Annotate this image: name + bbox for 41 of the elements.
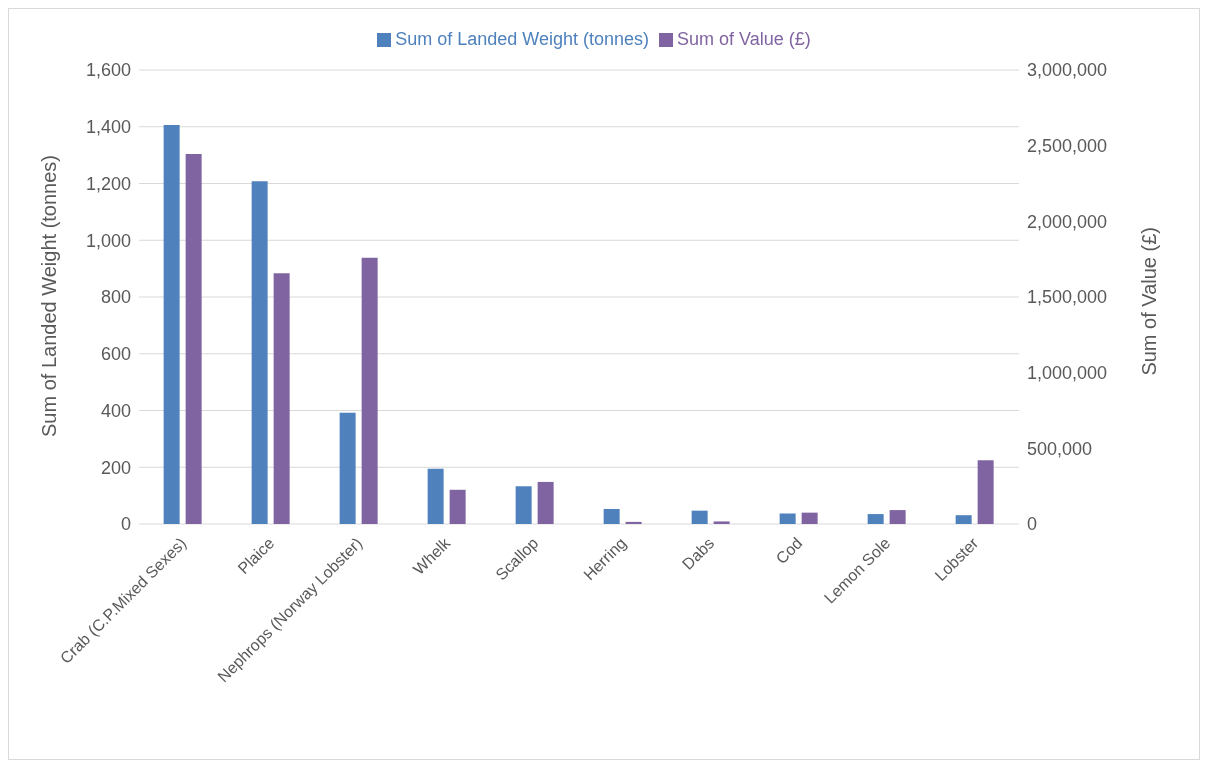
y2-tick-label: 3,000,000	[1027, 60, 1108, 81]
legend-label: Sum of Landed Weight (tonnes)	[395, 29, 650, 49]
x-tick-label: Cod	[772, 534, 806, 568]
y-tick-label: 1,400	[85, 117, 131, 138]
y2-tick-label: 2,000,000	[1027, 211, 1108, 232]
y2-tick-label: 0	[1027, 514, 1038, 535]
bar	[273, 273, 290, 524]
bar	[801, 512, 818, 524]
bar	[427, 468, 444, 524]
y-tick-label: 1,600	[85, 60, 131, 81]
y2-tick-label: 1,500,000	[1027, 287, 1108, 308]
bar	[625, 521, 642, 524]
legend-label: Sum of Value (£)	[677, 29, 811, 49]
y-tick-label: 200	[100, 457, 131, 478]
bar	[185, 153, 202, 524]
y2-tick-label: 500,000	[1027, 438, 1093, 459]
bar	[515, 486, 532, 524]
y-tick-label: 600	[100, 344, 131, 365]
bar	[603, 508, 620, 524]
bar	[339, 412, 356, 524]
y2-axis-title: Sum of Value (£)	[1138, 227, 1161, 376]
bar	[867, 514, 884, 524]
y-tick-label: 800	[100, 287, 131, 308]
y2-tick-label: 2,500,000	[1027, 136, 1108, 157]
y-tick-label: 0	[120, 514, 131, 535]
y-tick-label: 1,000	[85, 230, 131, 251]
y-tick-label: 400	[100, 400, 131, 421]
y-axis-title: Sum of Landed Weight (tonnes)	[38, 154, 61, 437]
bar	[955, 515, 972, 524]
bar	[889, 510, 906, 524]
y-tick-label: 1,200	[85, 173, 131, 194]
bar	[251, 181, 268, 524]
bar	[163, 125, 180, 524]
bar	[537, 481, 554, 524]
bar	[691, 510, 708, 524]
bar	[977, 460, 994, 524]
bar	[361, 257, 378, 524]
bar	[779, 513, 796, 524]
bar	[713, 521, 730, 524]
bar	[449, 489, 466, 524]
y2-tick-label: 1,000,000	[1027, 363, 1108, 384]
